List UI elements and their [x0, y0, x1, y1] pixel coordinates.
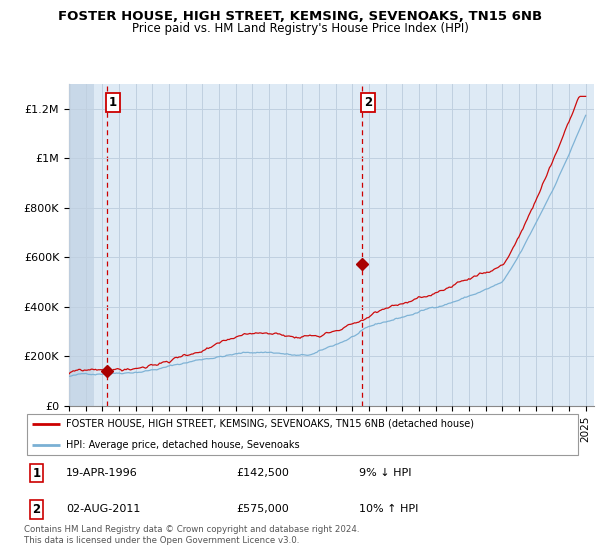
- Text: 2: 2: [32, 503, 40, 516]
- FancyBboxPatch shape: [27, 414, 578, 455]
- Text: HPI: Average price, detached house, Sevenoaks: HPI: Average price, detached house, Seve…: [66, 441, 299, 450]
- Text: Contains HM Land Registry data © Crown copyright and database right 2024.
This d: Contains HM Land Registry data © Crown c…: [24, 525, 359, 545]
- Text: 1: 1: [32, 467, 40, 480]
- Text: 19-APR-1996: 19-APR-1996: [66, 468, 137, 478]
- Text: 10% ↑ HPI: 10% ↑ HPI: [359, 505, 418, 515]
- Text: £142,500: £142,500: [236, 468, 289, 478]
- Text: £575,000: £575,000: [236, 505, 289, 515]
- Text: FOSTER HOUSE, HIGH STREET, KEMSING, SEVENOAKS, TN15 6NB (detached house): FOSTER HOUSE, HIGH STREET, KEMSING, SEVE…: [66, 419, 474, 428]
- Text: Price paid vs. HM Land Registry's House Price Index (HPI): Price paid vs. HM Land Registry's House …: [131, 22, 469, 35]
- Text: 02-AUG-2011: 02-AUG-2011: [66, 505, 140, 515]
- Text: 1: 1: [109, 96, 117, 109]
- Text: 9% ↓ HPI: 9% ↓ HPI: [359, 468, 412, 478]
- Text: FOSTER HOUSE, HIGH STREET, KEMSING, SEVENOAKS, TN15 6NB: FOSTER HOUSE, HIGH STREET, KEMSING, SEVE…: [58, 10, 542, 23]
- Text: 2: 2: [364, 96, 372, 109]
